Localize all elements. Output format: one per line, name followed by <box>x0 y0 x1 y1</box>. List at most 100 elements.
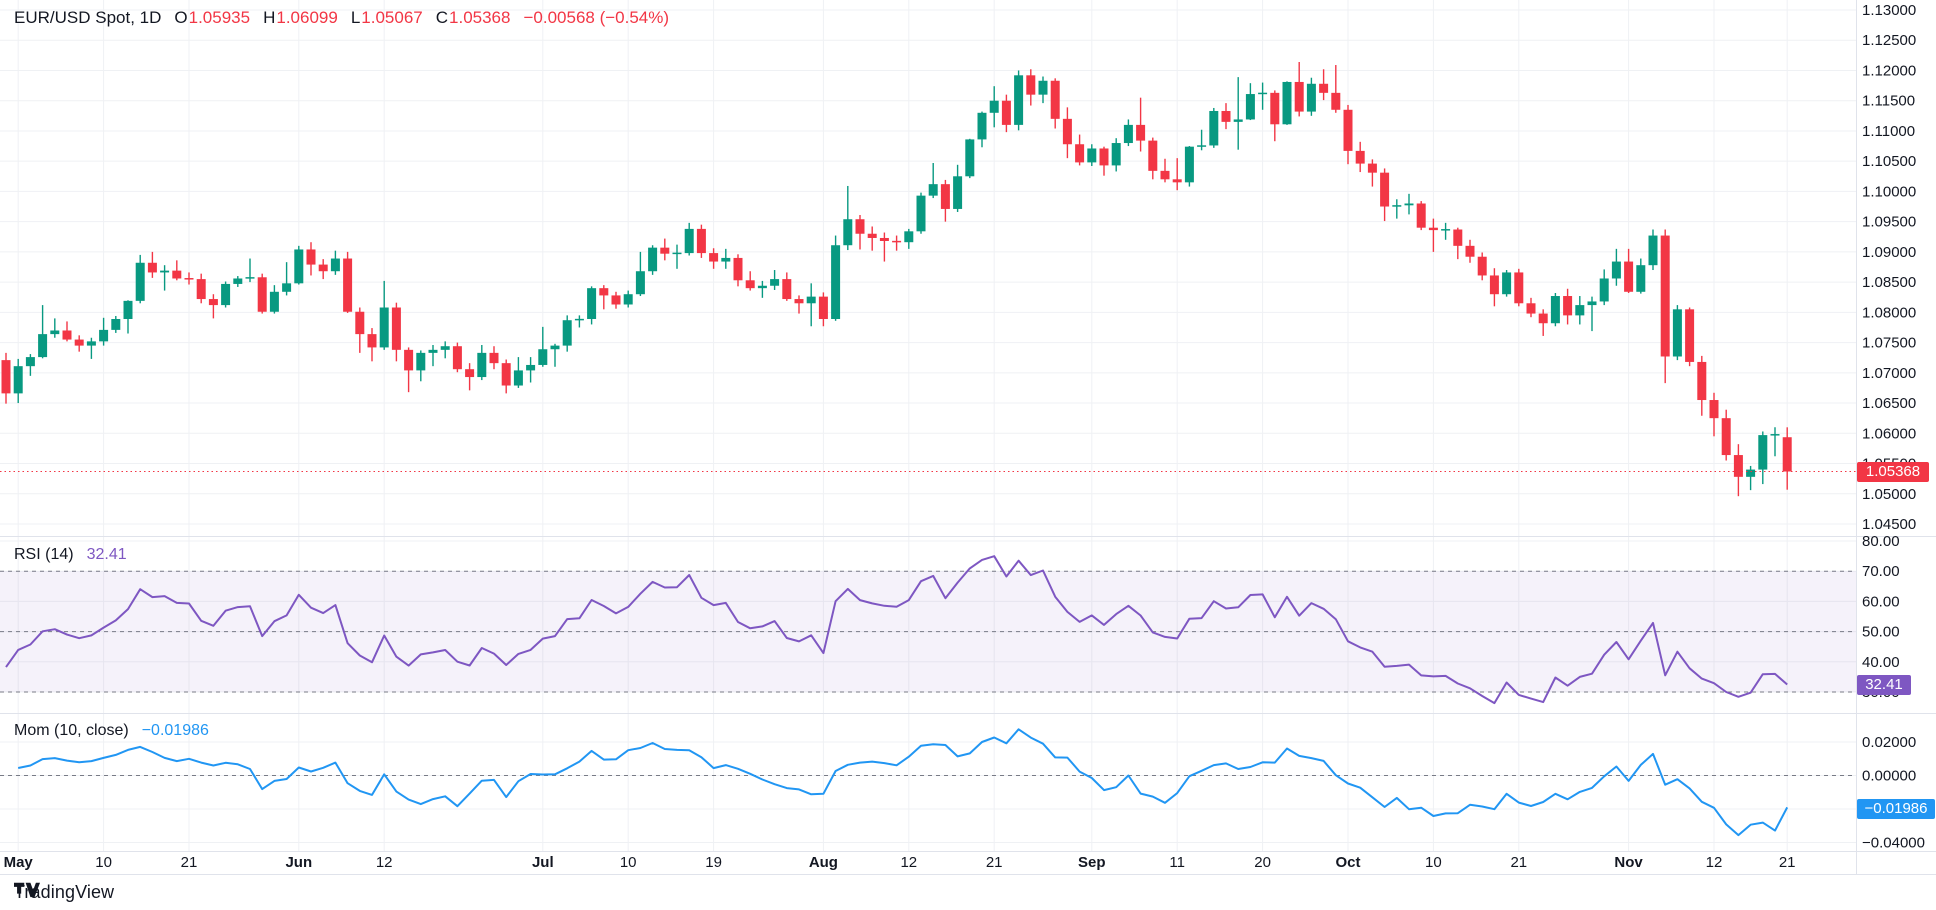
candle-body <box>172 270 182 279</box>
candle-body <box>855 219 865 234</box>
candle-body <box>709 253 719 262</box>
momentum-value: −0.01986 <box>141 722 209 739</box>
candle-body <box>1441 229 1451 231</box>
candle-body <box>1672 309 1682 357</box>
candle-body <box>587 288 597 320</box>
candle-body <box>440 346 450 350</box>
candle-body <box>294 249 304 284</box>
candle-body <box>733 257 743 281</box>
ohlc-open: O 1.05935 <box>174 8 251 27</box>
tradingview-brand-text: TradingView <box>14 882 115 902</box>
dashed-levels <box>0 570 1856 776</box>
candle-body <box>1148 140 1158 171</box>
price-axis-label: 1.09500 <box>1862 214 1916 231</box>
candle-body <box>916 195 926 232</box>
candle-body <box>1014 75 1024 125</box>
candle-body <box>1245 94 1255 120</box>
candle-body <box>1184 146 1194 183</box>
candle-body <box>782 279 792 300</box>
candle-body <box>184 278 194 280</box>
candle-body <box>1416 203 1426 228</box>
time-axis-label: 21 <box>986 854 1003 871</box>
candle-body <box>1611 261 1621 279</box>
candle-body <box>1526 303 1536 314</box>
candle-body <box>404 349 414 371</box>
candle-body <box>25 357 35 367</box>
candle-body <box>1453 229 1463 246</box>
candle-body <box>794 299 804 304</box>
rsi-legend[interactable]: RSI (14) 32.41 <box>14 546 127 564</box>
candle-body <box>892 240 902 243</box>
candle-body <box>989 100 999 113</box>
price-axis-label: 1.04500 <box>1862 516 1916 533</box>
candle-body <box>135 262 145 301</box>
candle-body <box>1648 235 1658 266</box>
candle-body <box>977 112 987 140</box>
candle-body <box>1746 469 1756 477</box>
rsi-axis-label: 40.00 <box>1862 654 1900 671</box>
rsi-axis-label: 60.00 <box>1862 593 1900 610</box>
momentum-label[interactable]: Mom (10, close) <box>14 722 129 739</box>
candle-body <box>1 360 11 394</box>
candle-body <box>1685 309 1695 362</box>
tradingview-logo-icon <box>14 882 40 898</box>
price-axis-label: 1.09000 <box>1862 244 1916 261</box>
candle-body <box>379 307 389 348</box>
candle-body <box>1489 275 1499 295</box>
main-legend[interactable]: EUR/USD Spot, 1D O 1.05935 H 1.06099 L 1.05… <box>14 8 669 28</box>
candle-body <box>1343 109 1353 151</box>
candle-body <box>1636 265 1646 292</box>
candle-body <box>1563 296 1573 316</box>
candle-body <box>623 294 633 305</box>
candle-body <box>147 262 157 273</box>
candle-body <box>1331 92 1341 110</box>
symbol-title[interactable]: EUR/USD Spot, 1D <box>14 8 162 27</box>
candle-body <box>953 176 963 209</box>
candle-body <box>562 320 572 346</box>
price-axis-label: 1.08000 <box>1862 304 1916 321</box>
price-axis-label: 1.05000 <box>1862 486 1916 503</box>
candle-body <box>1477 256 1487 276</box>
candle-body <box>1770 434 1780 436</box>
candle-body <box>1026 75 1036 95</box>
candle-body <box>38 334 48 358</box>
candle-body <box>1172 179 1182 183</box>
momentum-axis-label: −0.04000 <box>1862 835 1925 852</box>
price-axis-label: 1.12500 <box>1862 32 1916 49</box>
time-axis-label: Oct <box>1335 854 1360 871</box>
candle-body <box>1160 170 1170 180</box>
price-axis-label: 1.11000 <box>1862 123 1915 140</box>
candle-body <box>1282 81 1292 125</box>
candle-body <box>111 319 121 330</box>
candlestick-series[interactable] <box>1 62 1792 497</box>
time-axis-label: May <box>4 854 34 871</box>
candle-body <box>1538 313 1548 324</box>
rsi-axis-label: 70.00 <box>1862 563 1900 580</box>
open-value: 1.05935 <box>188 8 251 27</box>
candle-body <box>538 349 548 365</box>
candle-body <box>269 291 279 312</box>
candle-body <box>306 249 316 265</box>
candle-body <box>1721 418 1731 456</box>
rsi-label[interactable]: RSI (14) <box>14 546 74 563</box>
time-axis[interactable]: May 10 21 Jun 12 Jul 10 19 Aug 12 21 Sep 11 20 Oct 10 21… <box>4 854 1796 871</box>
tradingview-attribution[interactable]: TradingView <box>14 882 114 903</box>
candle-body <box>1587 301 1597 306</box>
ohlc-close: C 1.05368 <box>435 8 511 27</box>
candle-body <box>1270 92 1280 125</box>
candle-body <box>611 295 621 305</box>
momentum-legend[interactable]: Mom (10, close) −0.01986 <box>14 722 209 740</box>
candle-body <box>831 245 841 320</box>
momentum-line <box>17 728 1789 837</box>
candle-body <box>1258 92 1268 95</box>
candle-body <box>160 270 170 273</box>
candle-body <box>477 352 487 378</box>
price-axis-label: 1.06000 <box>1862 425 1916 442</box>
candle-body <box>221 283 231 306</box>
price-axis[interactable]: 1.13000 1.12500 1.12000 1.11500 1.11000 1.105… <box>1862 2 1916 533</box>
candle-body <box>465 369 475 378</box>
candle-body <box>1001 100 1011 125</box>
